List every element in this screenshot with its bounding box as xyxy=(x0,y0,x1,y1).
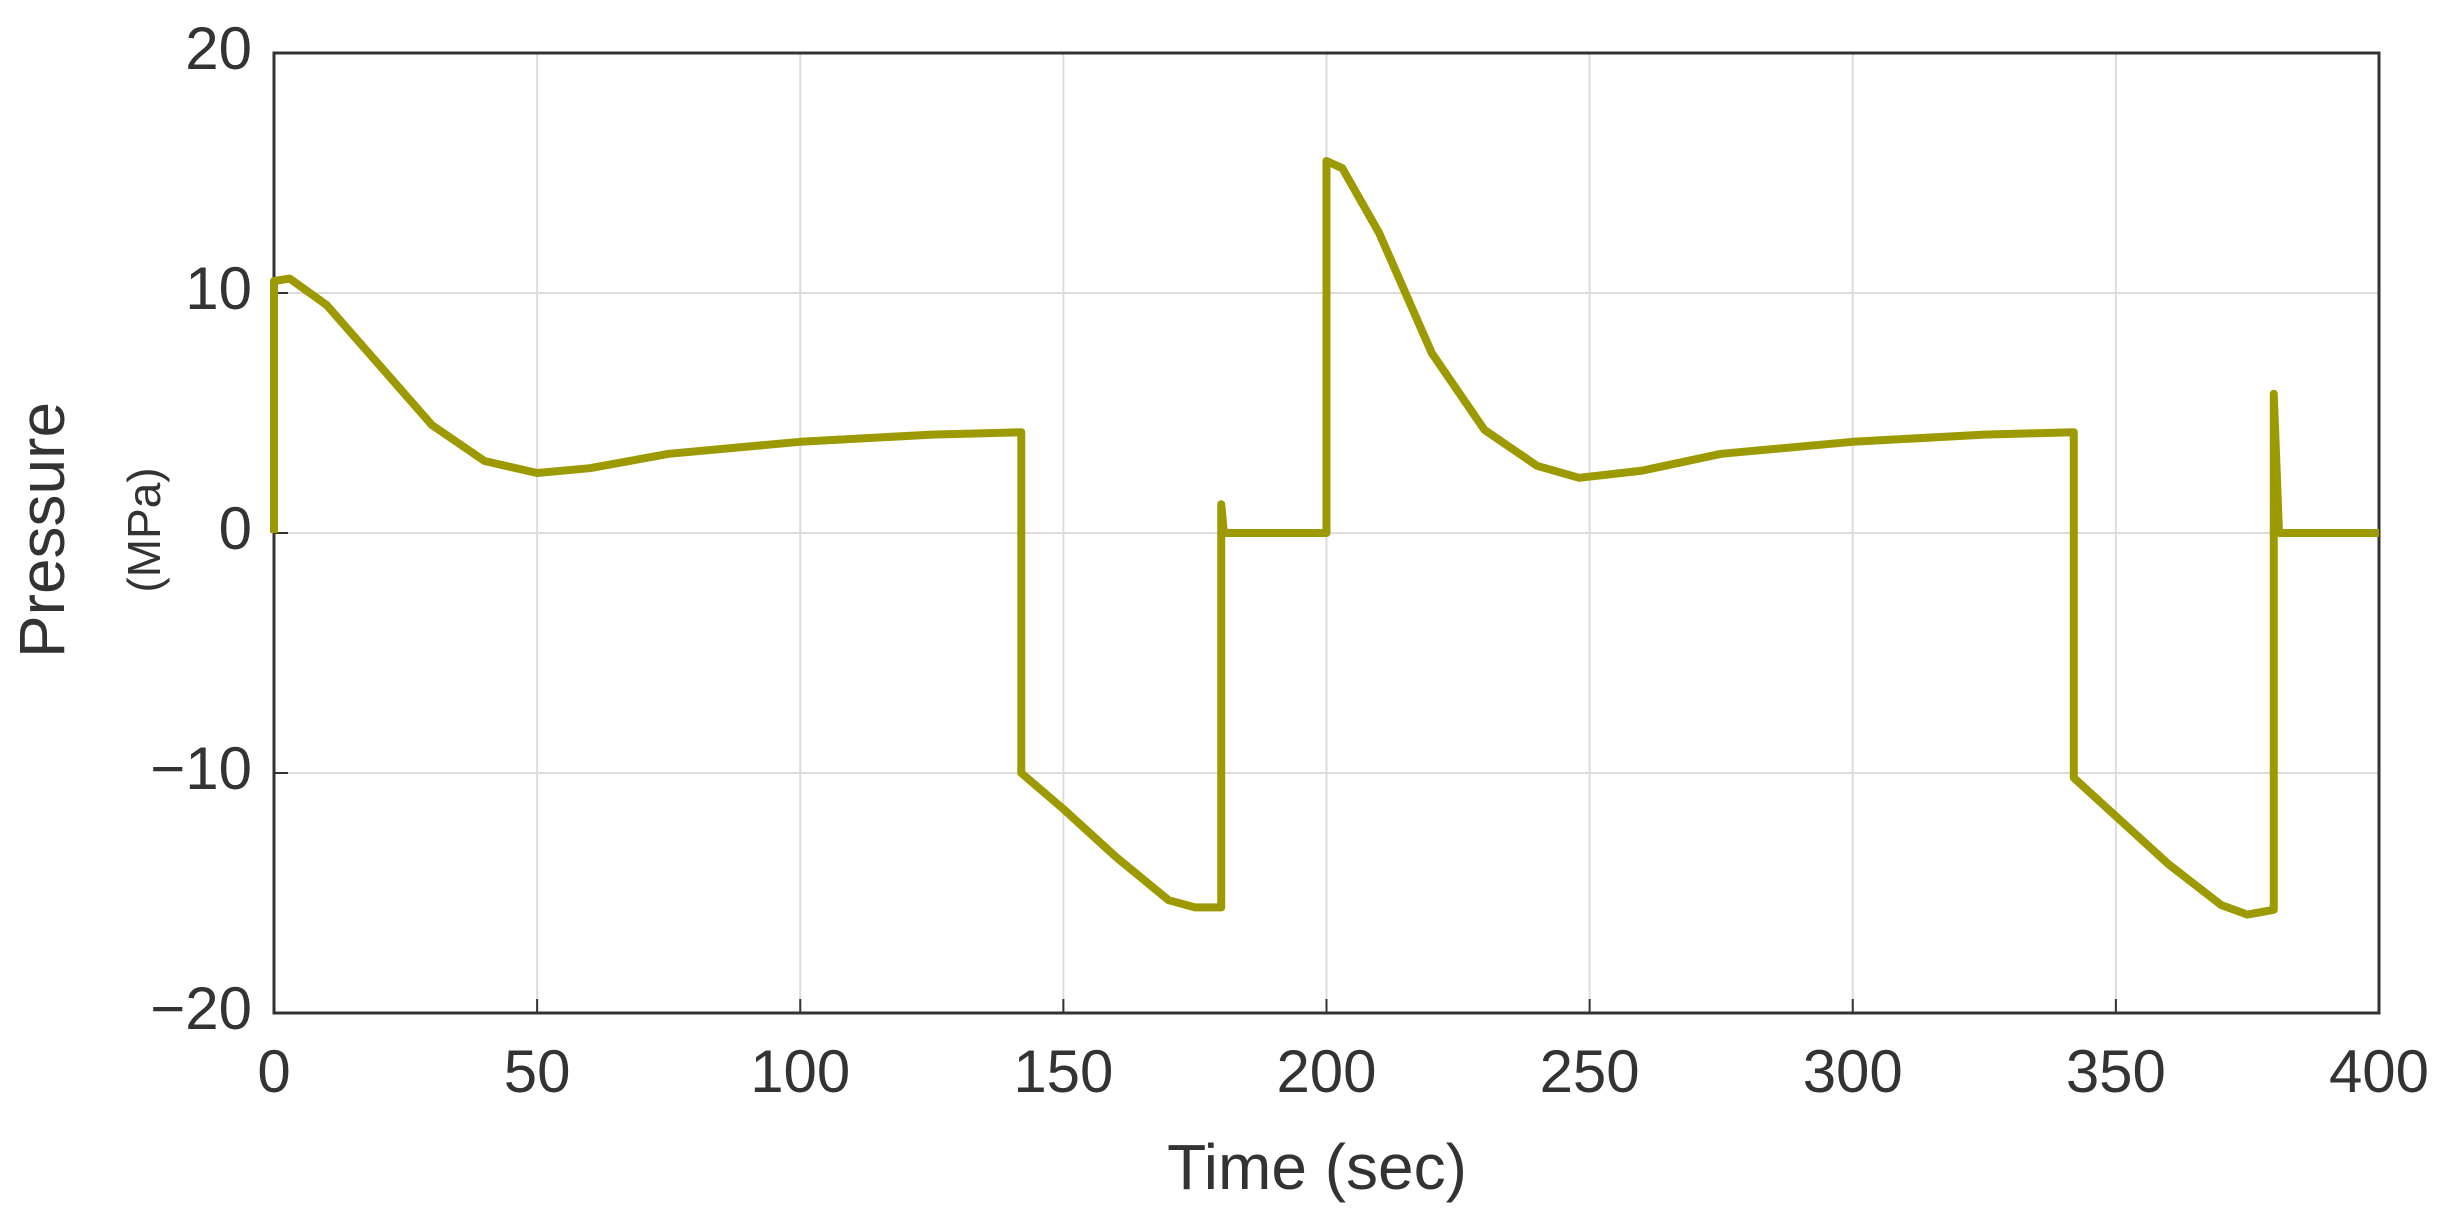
x-tick-label: 300 xyxy=(1803,1038,1903,1105)
x-tick-label: 200 xyxy=(1276,1038,1376,1105)
y-tick-label: 20 xyxy=(185,15,252,82)
y-axis-unit: (MPa) xyxy=(118,467,170,592)
y-axis-label: Pressure xyxy=(6,402,78,658)
x-tick-label: 0 xyxy=(257,1038,290,1105)
x-tick-label: 400 xyxy=(2329,1038,2429,1105)
y-tick-label: −20 xyxy=(150,975,252,1042)
x-tick-label: 100 xyxy=(750,1038,850,1105)
y-tick-label: 10 xyxy=(185,255,252,322)
x-tick-label: 50 xyxy=(504,1038,571,1105)
x-tick-label: 350 xyxy=(2066,1038,2166,1105)
x-tick-label: 250 xyxy=(1540,1038,1640,1105)
x-axis-label: Time (sec) xyxy=(1167,1131,1467,1203)
x-tick-label: 150 xyxy=(1013,1038,1113,1105)
line xyxy=(270,157,2379,919)
y-tick-label: −10 xyxy=(150,735,252,802)
y-tick-label: 0 xyxy=(219,495,252,562)
